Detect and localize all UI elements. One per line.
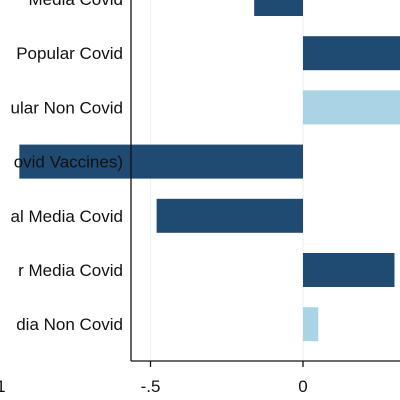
- category-labels: Media Covid Popular Covid ular Non Covid ov…: [11, 0, 123, 334]
- bars: [19, 0, 400, 342]
- category-label-2: ular Non Covid: [11, 98, 123, 117]
- x-axis-ticks: -1-.50.5: [0, 361, 308, 396]
- bar-5: [303, 253, 395, 287]
- bar-4: [156, 198, 303, 233]
- category-label-4: al Media Covid: [11, 207, 123, 226]
- x-tick-label-1: -.5: [141, 377, 161, 396]
- x-tick-label-0: -1: [0, 377, 6, 396]
- bar-1: [303, 36, 400, 71]
- bar-0: [254, 0, 303, 16]
- x-tick-label-2: 0: [298, 377, 307, 396]
- category-label-1: Popular Covid: [16, 44, 123, 63]
- category-label-6: dia Non Covid: [16, 315, 123, 334]
- category-label-5: r Media Covid: [18, 261, 123, 280]
- bar-2: [303, 90, 400, 125]
- bar-3: [19, 144, 303, 179]
- category-label-0: Media Covid: [29, 0, 124, 9]
- category-label-3: ovid Vaccines): [14, 153, 123, 172]
- bar-6: [303, 307, 319, 342]
